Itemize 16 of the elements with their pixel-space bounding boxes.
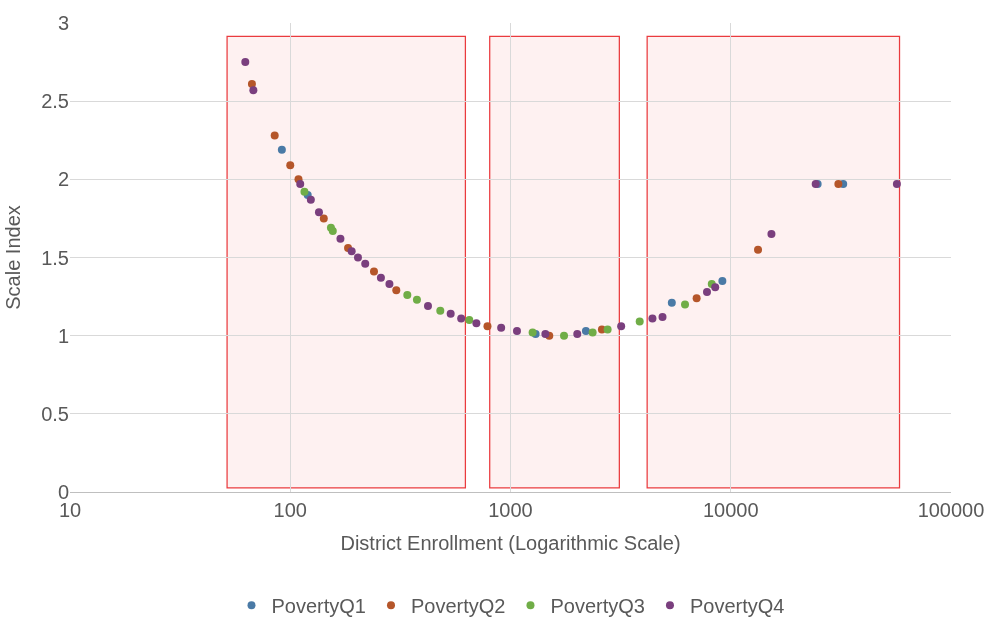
y-tick-label: 3 — [57, 12, 69, 34]
x-tick-label: 10000 — [702, 499, 759, 521]
x-tick-label: 100 — [273, 499, 307, 521]
y-axis-title: Scale Index — [1, 205, 24, 310]
x-tick-label: 100000 — [917, 499, 985, 521]
x-tick-label: 1000 — [488, 499, 533, 521]
y-tick-label: 1 — [57, 324, 69, 347]
y-tick-label: 2 — [57, 168, 69, 191]
y-tick-label: 1.5 — [41, 246, 69, 269]
y-tick-label: 0.5 — [41, 402, 69, 425]
legend-label: PovertyQ1 — [271, 595, 366, 618]
legend-label: PovertyQ3 — [550, 595, 645, 618]
legend-label: PovertyQ2 — [410, 595, 506, 618]
x-axis-title: District Enrollment (Logarithmic Scale) — [340, 531, 681, 554]
legend-label: PovertyQ4 — [689, 595, 785, 618]
y-tick-label: 2.5 — [41, 90, 69, 113]
